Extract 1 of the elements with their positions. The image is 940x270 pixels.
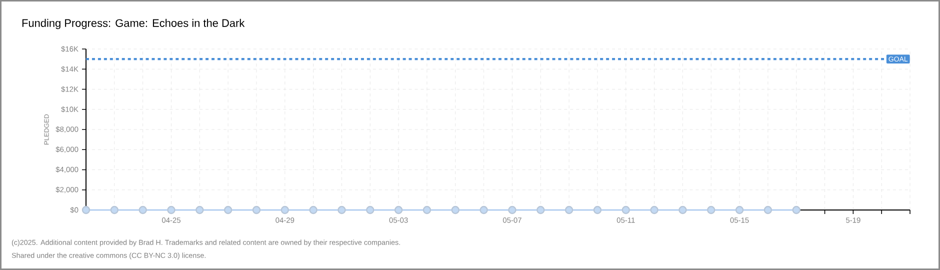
chart-title: Funding Progress: Game: Echoes in the Dark	[22, 18, 245, 30]
